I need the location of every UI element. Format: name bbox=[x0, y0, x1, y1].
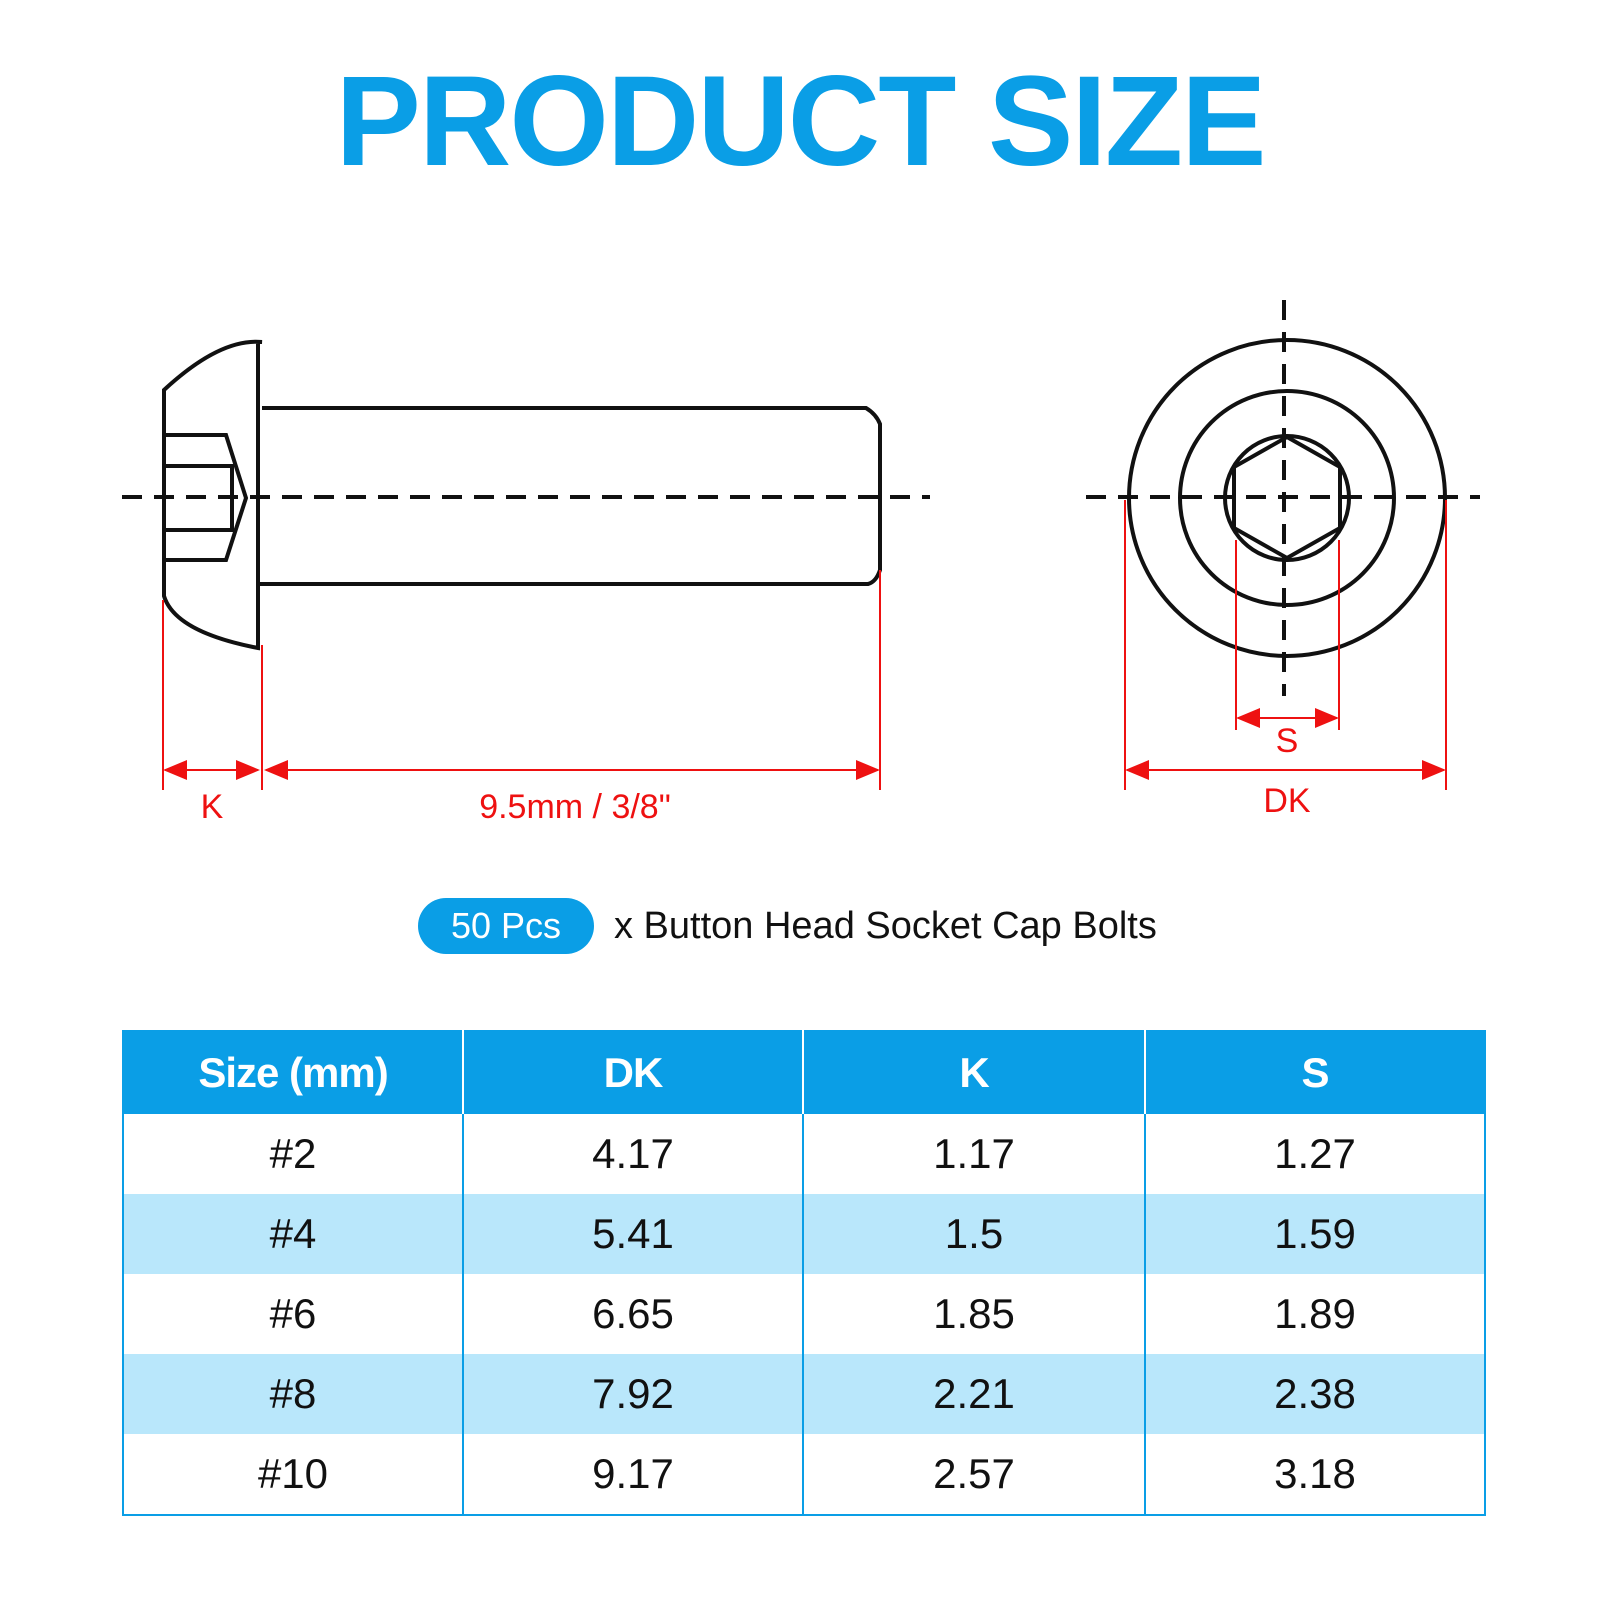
s-dimension-label: S bbox=[1275, 722, 1299, 760]
header-s: S bbox=[1144, 1031, 1485, 1114]
cell: 4.17 bbox=[462, 1114, 803, 1194]
quantity-line: 50 Pcs x Button Head Socket Cap Bolts bbox=[418, 898, 1157, 954]
cell: 6.65 bbox=[462, 1274, 803, 1354]
cell: 2.21 bbox=[802, 1354, 1145, 1434]
side-view bbox=[162, 339, 882, 651]
cell: 2.57 bbox=[802, 1434, 1145, 1515]
cell: 3.18 bbox=[1144, 1434, 1485, 1515]
cell: 1.85 bbox=[802, 1274, 1145, 1354]
k-dimension-label: K bbox=[200, 788, 224, 826]
cell: 1.17 bbox=[802, 1114, 1145, 1194]
size-table: Size (mm) DK K S #2 4.17 1.17 1.27 #4 5.41 1.… bbox=[122, 1030, 1486, 1516]
cell: #10 bbox=[257, 1450, 329, 1497]
quantity-text: x Button Head Socket Cap Bolts bbox=[614, 904, 1157, 947]
cell: 1.27 bbox=[1144, 1114, 1485, 1194]
header-k: K bbox=[802, 1031, 1145, 1114]
cell: 9.17 bbox=[462, 1434, 803, 1515]
table-header-row: Size (mm) DK K S bbox=[123, 1031, 1485, 1114]
cell: #2 bbox=[269, 1130, 317, 1177]
header-size: Size (mm) bbox=[123, 1031, 463, 1114]
table-row: #6 6.65 1.85 1.89 bbox=[123, 1274, 1485, 1354]
table-row: #8 7.92 2.21 2.38 bbox=[123, 1354, 1485, 1434]
cell: 5.41 bbox=[462, 1194, 803, 1274]
cell: #8 bbox=[123, 1354, 463, 1434]
cell: #4 bbox=[123, 1194, 463, 1274]
cell: 2.38 bbox=[1144, 1354, 1485, 1434]
cell: #6 bbox=[269, 1290, 317, 1337]
table-row: #2 4.17 1.17 1.27 bbox=[123, 1114, 1485, 1194]
quantity-badge: 50 Pcs bbox=[418, 898, 594, 954]
dimension-lines bbox=[162, 500, 1447, 790]
cell: 1.59 bbox=[1144, 1194, 1485, 1274]
table-row: #4 5.41 1.5 1.59 bbox=[123, 1194, 1485, 1274]
cell: 7.92 bbox=[462, 1354, 803, 1434]
cell: 1.89 bbox=[1144, 1274, 1485, 1354]
page-title: PRODUCT SIZE bbox=[335, 50, 1267, 193]
table-row: #10 9.17 2.57 3.18 bbox=[123, 1434, 1485, 1515]
length-dimension-label: 9.5mm / 3/8" bbox=[479, 788, 671, 826]
dk-dimension-label: DK bbox=[1263, 782, 1311, 820]
cell: 1.5 bbox=[802, 1194, 1145, 1274]
header-dk: DK bbox=[462, 1031, 803, 1114]
